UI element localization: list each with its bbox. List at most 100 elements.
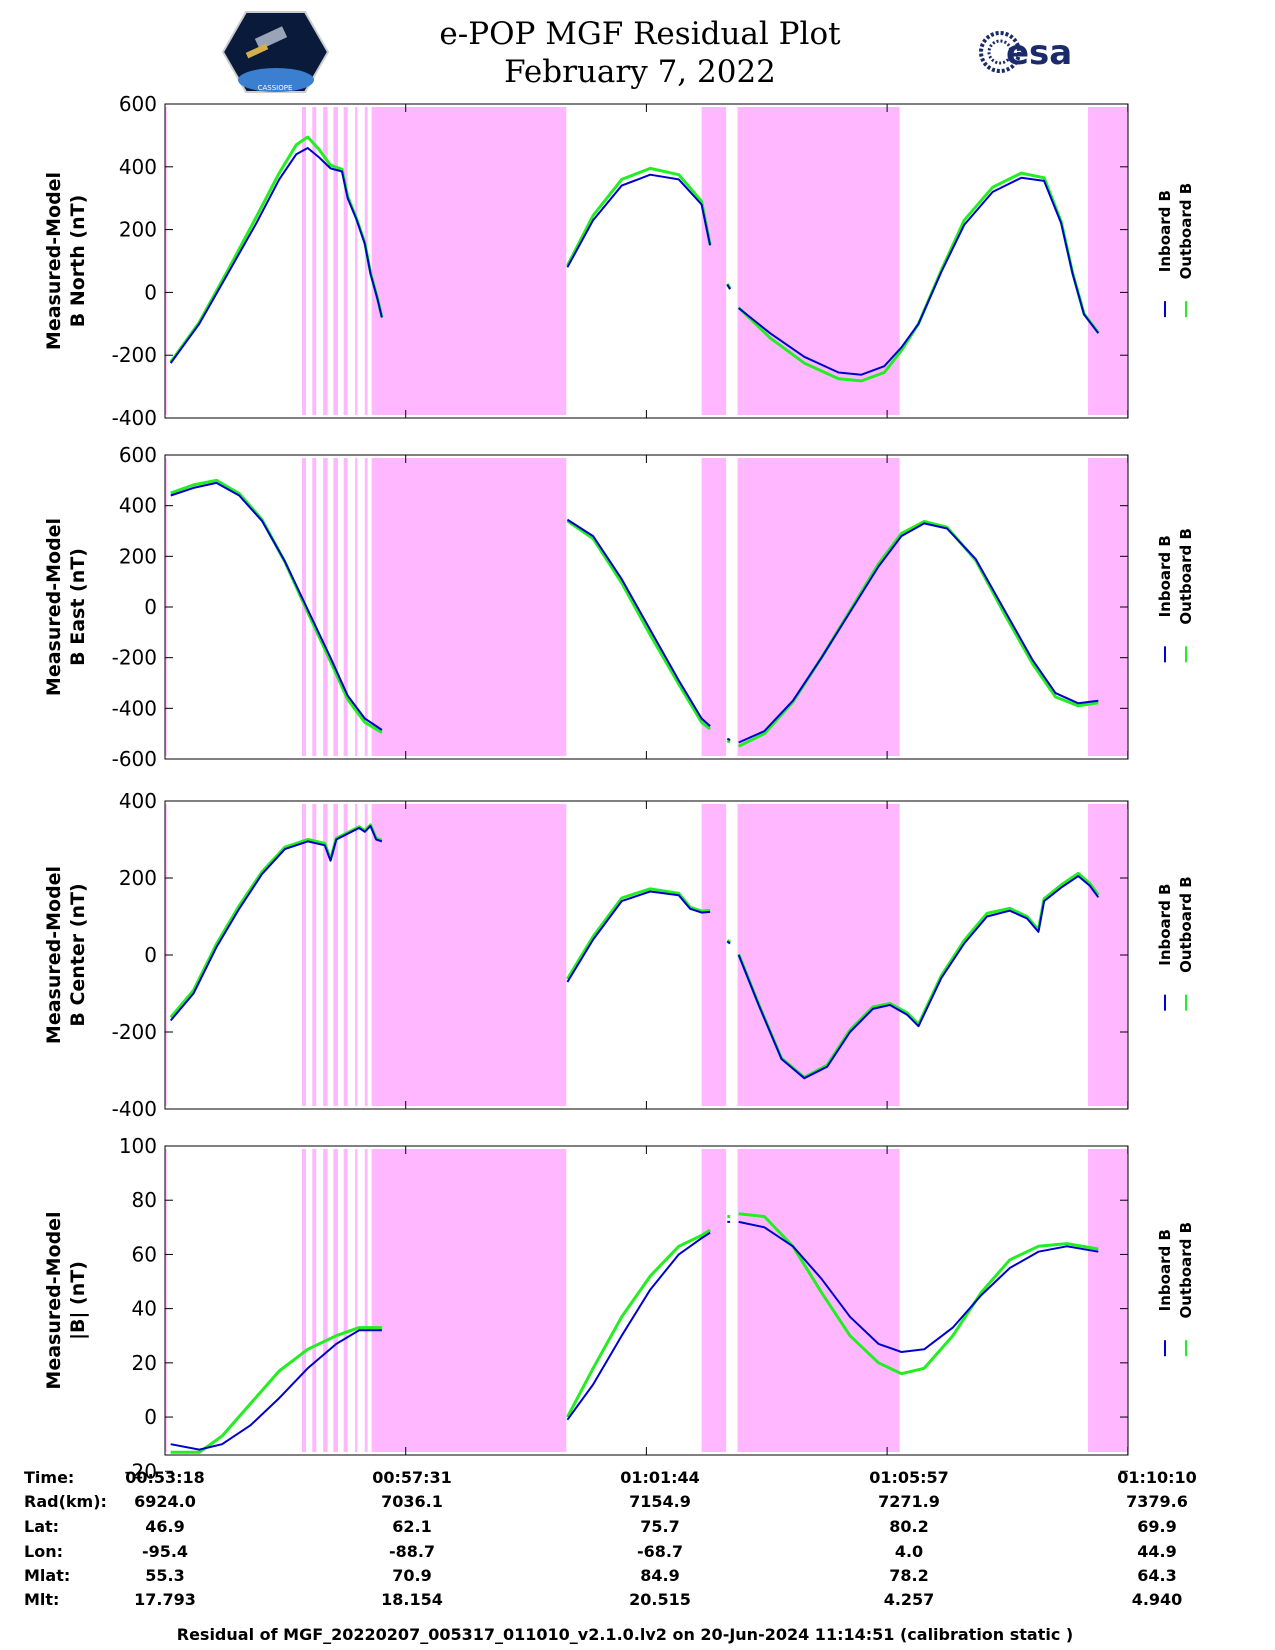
plot-frame	[164, 103, 1129, 419]
inboard-series-segment-4	[738, 522, 1099, 744]
data-gap-4	[323, 1149, 328, 1452]
y-axis-label-line1: Measured-Model	[43, 866, 65, 1044]
y-tick-label: -400	[112, 406, 157, 430]
outboard-series-segment-1	[170, 1326, 382, 1454]
info-cell: 01:10:10	[1117, 1468, 1197, 1487]
logo-caption: CASSIOPE	[258, 84, 293, 92]
y-tick-label: 100	[119, 1134, 157, 1158]
data-gap-10	[701, 1149, 727, 1452]
chart-title: e-POP MGF Residual Plot	[439, 16, 841, 52]
data-gap-4	[323, 804, 328, 1106]
inboard-series-segment-2	[566, 173, 712, 268]
outboard-series-segment-2	[566, 1228, 711, 1418]
data-gap-7	[355, 804, 358, 1106]
inboard-series-segment-1	[170, 481, 383, 731]
inboard-series-segment-3	[726, 284, 731, 290]
outboard-series-segment-3	[726, 739, 731, 744]
info-cell: 84.9	[640, 1566, 679, 1585]
info-cell: 00:57:31	[372, 1468, 452, 1487]
esa-logo: esa	[979, 31, 1072, 73]
y-tick-label: 60	[132, 1242, 157, 1266]
y-axis-label: Measured-Model B Center (nT)	[43, 866, 89, 1044]
info-cell: 18.154	[381, 1590, 443, 1609]
info-cell: 75.7	[640, 1517, 679, 1536]
outboard-series-segment-1	[169, 823, 383, 1019]
inboard-series-segment-4	[738, 1220, 1099, 1353]
info-row-label: Mlt:	[24, 1590, 59, 1609]
data-gap-5	[333, 1149, 338, 1452]
data-gap-11	[737, 804, 900, 1106]
info-cell: 7154.9	[629, 1492, 691, 1511]
info-cell: 44.9	[1137, 1542, 1176, 1561]
data-gap-5	[333, 107, 338, 415]
y-tick-label: 20	[132, 1351, 157, 1375]
inboard-series-segment-4	[737, 875, 1100, 1080]
legend: Inboard B Outboard B	[1156, 876, 1195, 1011]
info-cell: 7036.1	[381, 1492, 443, 1511]
y-axis-label: Measured-Model |B| (nT)	[43, 1211, 89, 1389]
y-tick-label: -600	[112, 747, 157, 771]
legend-label-inboard: Inboard B	[1156, 1229, 1174, 1311]
data-gap-11	[737, 1149, 900, 1452]
data-gap-11	[737, 458, 900, 756]
legend-label-inboard: Inboard B	[1156, 535, 1174, 617]
info-cell: 78.2	[889, 1566, 928, 1585]
y-tick-label: 200	[119, 866, 157, 890]
legend-label-outboard: Outboard B	[1177, 528, 1195, 625]
y-tick-label: 400	[119, 155, 157, 179]
legend-label-inboard: Inboard B	[1156, 190, 1174, 272]
data-gap-regions	[165, 804, 1128, 1106]
y-tick-label: 400	[119, 494, 157, 518]
legend: Inboard B Outboard B	[1156, 1222, 1195, 1357]
data-gap-regions	[165, 458, 1128, 756]
data-gap-9	[371, 804, 567, 1106]
legend-label-outboard: Outboard B	[1177, 183, 1195, 280]
orbit-info-table: Time: Rad(km): Lat: Lon: Mlat: Mlt: 00:53:18 69…	[24, 1468, 1197, 1609]
info-row-label: Lat:	[24, 1517, 59, 1536]
inboard-series-segment-2	[566, 1231, 711, 1421]
data-gap-9	[371, 458, 567, 756]
info-cell: 46.9	[145, 1517, 184, 1536]
data-gap-7	[355, 458, 358, 756]
y-axis-label-line1: Measured-Model	[43, 518, 65, 696]
info-cell: 55.3	[145, 1566, 184, 1585]
outboard-series-segment-4	[738, 1212, 1099, 1376]
info-row-label: Mlat:	[24, 1566, 70, 1585]
legend: Inboard B Outboard B	[1156, 528, 1195, 663]
info-cell: -88.7	[389, 1542, 435, 1561]
y-axis-label-line2: B North (nT)	[67, 195, 89, 328]
chart-panel-4: 100 80 60 40 20 0 -20 Measured-Model |B| (nT) Inb…	[43, 1134, 1195, 1483]
data-gap-1	[165, 107, 167, 415]
esa-wordmark: esa	[1006, 33, 1072, 73]
info-cell: 64.3	[1137, 1566, 1176, 1585]
chart-panel-2: 600 400 200 0 -200 -400 -600 Measured-Model B Ea…	[43, 443, 1195, 771]
y-tick-label: 0	[144, 595, 157, 619]
inboard-series-segment-3	[726, 940, 731, 945]
data-gap-12	[1088, 107, 1128, 415]
plot-frame	[164, 1145, 1129, 1456]
data-gap-10	[701, 804, 727, 1106]
footer-caption: Residual of MGF_20220207_005317_011010_v…	[177, 1625, 1073, 1644]
plot-frame	[164, 454, 1129, 760]
outboard-series-segment-2	[566, 887, 711, 980]
legend: Inboard B Outboard B	[1156, 183, 1195, 318]
data-gap-3	[312, 1149, 317, 1452]
y-tick-label: 0	[144, 280, 157, 304]
info-cell: 7379.6	[1126, 1492, 1188, 1511]
data-gap-3	[312, 458, 317, 756]
info-cell: -68.7	[637, 1542, 683, 1561]
data-gap-regions	[165, 107, 1128, 415]
data-gap-3	[312, 804, 317, 1106]
info-cell: 6924.0	[134, 1492, 196, 1511]
outboard-series-segment-2	[566, 519, 712, 731]
inboard-series-segment-4	[738, 176, 1100, 376]
info-cell: -95.4	[142, 1542, 188, 1561]
info-cell: 69.9	[1137, 1517, 1176, 1536]
data-gap-7	[355, 107, 358, 415]
data-gap-5	[333, 804, 338, 1106]
y-tick-label: 40	[132, 1297, 157, 1321]
y-tick-label: -200	[112, 1020, 157, 1044]
chart-panel-3: 400 200 0 -200 -400 Measured-Model B Center (n…	[43, 789, 1195, 1121]
